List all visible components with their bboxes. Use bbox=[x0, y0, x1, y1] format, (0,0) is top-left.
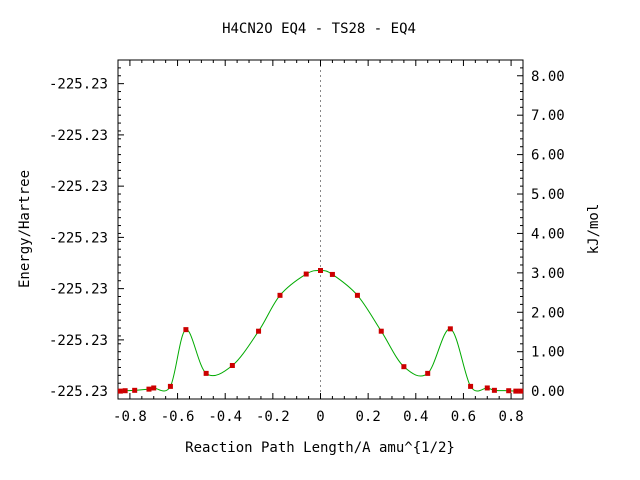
y-left-tick-label: -225.23 bbox=[49, 333, 108, 349]
data-point bbox=[151, 385, 157, 391]
data-point bbox=[491, 387, 497, 393]
data-point bbox=[425, 370, 431, 376]
x-tick-label: 0 bbox=[316, 409, 324, 425]
data-point bbox=[354, 292, 360, 298]
x-tick-label: -0.2 bbox=[256, 409, 290, 425]
x-tick-label: -0.4 bbox=[208, 409, 242, 425]
chart-title: H4CN2O EQ4 - TS28 - EQ4 bbox=[222, 21, 416, 37]
x-tick-label: 0.4 bbox=[403, 409, 428, 425]
x-tick-labels: -0.8 -0.6 -0.4 -0.2 0 0.2 0.4 0.6 0.8 bbox=[113, 409, 524, 425]
y-left-tick-label: -225.23 bbox=[49, 179, 108, 195]
data-point bbox=[146, 386, 152, 392]
data-point bbox=[447, 326, 453, 332]
data-point bbox=[378, 328, 384, 334]
y-left-tick-label: -225.23 bbox=[49, 77, 108, 93]
data-point bbox=[122, 388, 128, 394]
y-axis-label: Energy/Hartree bbox=[17, 170, 33, 288]
data-point bbox=[401, 364, 407, 370]
data-point bbox=[318, 267, 323, 273]
y-right-tick-label: 6.00 bbox=[531, 148, 565, 164]
y-left-tick-labels: -225.23 -225.23 -225.23 -225.23 -225.23 -225.… bbox=[49, 77, 108, 400]
data-point bbox=[183, 327, 189, 333]
x-tick-label: 0.8 bbox=[498, 409, 523, 425]
data-point bbox=[229, 362, 235, 368]
x-tick-label: -0.6 bbox=[161, 409, 195, 425]
y-right-tick-label: 1.00 bbox=[531, 345, 565, 361]
y2-axis-label: kJ/mol bbox=[586, 204, 602, 255]
data-point bbox=[506, 388, 512, 394]
y-right-tick-label: 8.00 bbox=[531, 69, 565, 85]
y-right-tick-label: 5.00 bbox=[531, 187, 565, 203]
data-point bbox=[329, 271, 335, 277]
y-right-tick-label: 7.00 bbox=[531, 108, 565, 124]
y-right-tick-label: 2.00 bbox=[531, 305, 565, 321]
data-points bbox=[117, 267, 524, 394]
data-point bbox=[132, 387, 138, 393]
data-point bbox=[484, 385, 490, 391]
data-point bbox=[518, 388, 524, 394]
data-point bbox=[167, 383, 173, 389]
data-point bbox=[303, 271, 309, 277]
x-tick-label: -0.8 bbox=[113, 409, 147, 425]
y-right-tick-labels: 0.00 1.00 2.00 3.00 4.00 5.00 6.00 7.00 8.00 bbox=[531, 69, 565, 400]
y-right-tick-label: 3.00 bbox=[531, 266, 565, 282]
x-tick-label: 0.2 bbox=[355, 409, 380, 425]
data-point bbox=[277, 292, 283, 298]
data-point bbox=[117, 388, 123, 394]
y-left-tick-label: -225.23 bbox=[49, 128, 108, 144]
y-right-tick-label: 0.00 bbox=[531, 384, 565, 400]
y-left-tick-label: -225.23 bbox=[49, 282, 108, 298]
data-point bbox=[468, 383, 474, 389]
y-left-tick-label: -225.23 bbox=[49, 384, 108, 400]
x-tick-label: 0.6 bbox=[451, 409, 476, 425]
data-point bbox=[256, 328, 262, 334]
x-axis-label: Reaction Path Length/A amu^{1/2} bbox=[185, 440, 455, 456]
y-right-tick-label: 4.00 bbox=[531, 226, 565, 242]
data-point bbox=[513, 388, 519, 394]
data-point bbox=[203, 370, 209, 376]
y-left-tick-label: -225.23 bbox=[49, 230, 108, 246]
